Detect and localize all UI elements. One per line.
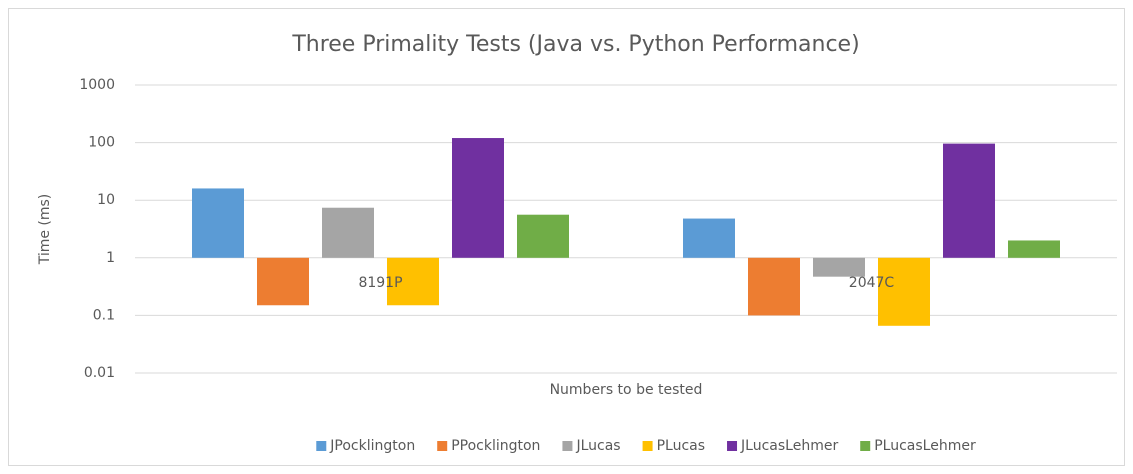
legend-label: JPocklington	[329, 438, 415, 454]
legend-swatch	[316, 441, 327, 451]
legend-swatch	[437, 441, 448, 451]
bar	[878, 257, 930, 326]
x-tick-label: 8191P	[358, 275, 402, 291]
bar	[257, 257, 309, 306]
y-tick-label: 1000	[79, 77, 115, 93]
bar	[813, 257, 865, 277]
x-tick-label: 2047C	[849, 275, 895, 291]
legend-swatch	[860, 441, 871, 451]
legend-swatch	[727, 441, 738, 451]
legend-label: JLucasLehmer	[740, 438, 838, 454]
bar	[452, 138, 504, 258]
legend-label: PLucas	[657, 438, 705, 454]
y-tick-label: 0.01	[84, 365, 115, 381]
y-tick-label: 0.1	[93, 307, 115, 323]
bar	[387, 257, 439, 306]
y-axis-label: Time (ms)	[37, 194, 53, 266]
bar	[1008, 240, 1060, 258]
legend-swatch	[562, 441, 573, 451]
chart-title: Three Primality Tests (Java vs. Python P…	[291, 32, 859, 57]
y-tick-label: 1	[106, 250, 115, 266]
bar	[943, 143, 995, 258]
legend-label: PPocklington	[451, 438, 540, 454]
bar	[322, 207, 374, 258]
y-tick-label: 10	[97, 192, 115, 208]
legend-swatch	[642, 441, 653, 451]
bar	[192, 188, 244, 258]
bar	[517, 214, 569, 258]
bar	[683, 218, 735, 258]
y-tick-label: 100	[88, 135, 115, 151]
x-axis-label: Numbers to be tested	[550, 382, 703, 398]
bar	[748, 257, 800, 316]
legend-label: PLucasLehmer	[874, 438, 976, 454]
legend-label: JLucas	[575, 438, 620, 454]
